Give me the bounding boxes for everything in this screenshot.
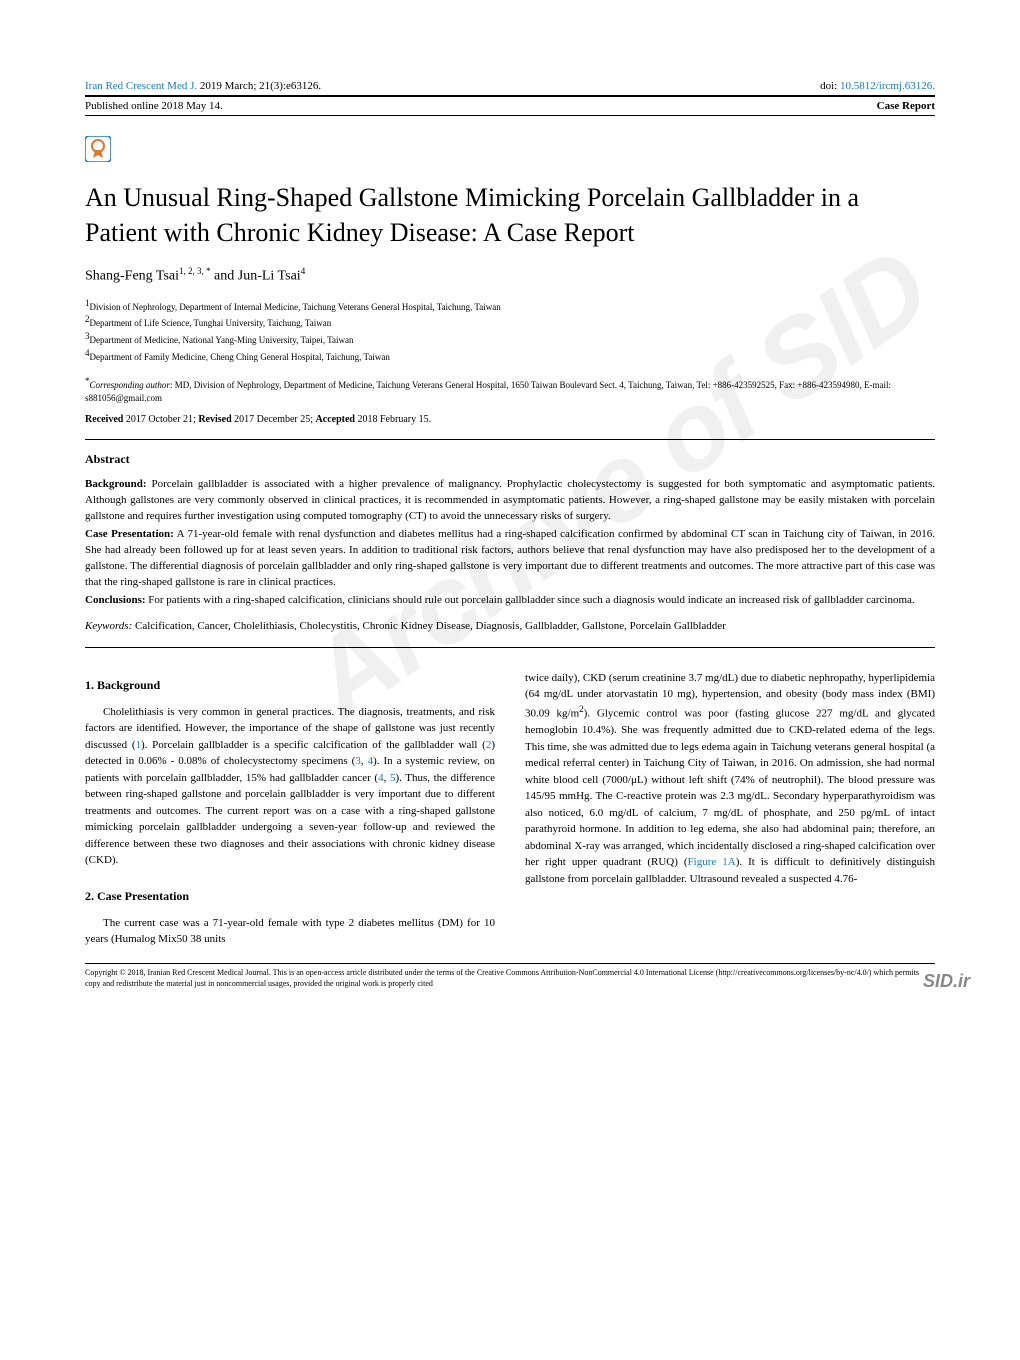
abstract-section: Abstract Background: Porcelain gallbladd…	[85, 439, 935, 647]
abstract-body: Background: Porcelain gallbladder is ass…	[85, 477, 935, 634]
background-paragraph: Cholelithiasis is very common in general…	[85, 704, 495, 869]
affiliation-3: 3Department of Medicine, National Yang-M…	[85, 330, 935, 347]
corresponding-author: *Corresponding author: MD, Division of N…	[85, 375, 935, 404]
abstract-heading: Abstract	[85, 452, 935, 467]
page-container: Iran Red Crescent Med J. 2019 March; 21(…	[0, 0, 1020, 1008]
abstract-background: Background: Porcelain gallbladder is ass…	[85, 477, 935, 525]
article-title: An Unusual Ring-Shaped Gallstone Mimicki…	[85, 180, 935, 250]
case-heading: 2. Case Presentation	[85, 887, 495, 905]
author-2-sup: 4	[301, 266, 306, 276]
revised-label: Revised	[198, 414, 231, 425]
background-heading: 1. Background	[85, 676, 495, 694]
body-columns: 1. Background Cholelithiasis is very com…	[85, 670, 935, 948]
journal-issue: Iran Red Crescent Med J. 2019 March; 21(…	[85, 80, 321, 92]
doi-label: doi:	[820, 80, 840, 92]
author-1: Shang-Feng Tsai	[85, 269, 179, 284]
revised-date: 2017 December 25;	[232, 414, 316, 425]
received-date: 2017 October 21;	[123, 414, 198, 425]
copyright-footer: Copyright © 2018, Iranian Red Crescent M…	[85, 963, 935, 990]
accepted-label: Accepted	[316, 414, 355, 425]
corresponding-text: : MD, Division of Nephrology, Department…	[85, 380, 891, 403]
published-date: Published online 2018 May 14.	[85, 100, 223, 112]
affiliation-2: 2Department of Life Science, Tunghai Uni…	[85, 313, 935, 330]
author-1-sup: 1, 2, 3, *	[179, 266, 211, 276]
affiliations: 1Division of Nephrology, Department of I…	[85, 297, 935, 363]
doi-link[interactable]: 10.5812/ircmj.63126.	[840, 80, 935, 92]
case-paragraph-2: twice daily), CKD (serum creatinine 3.7 …	[525, 670, 935, 887]
doi-container: doi: 10.5812/ircmj.63126.	[820, 80, 935, 92]
author-and: and Jun-Li Tsai	[211, 269, 301, 284]
corresponding-label: Corresponding author	[90, 380, 170, 390]
sid-watermark: SID.ir	[923, 971, 970, 992]
keywords: Keywords: Calcification, Cancer, Choleli…	[85, 619, 935, 635]
figure-1a-link[interactable]: Figure 1A	[688, 856, 736, 868]
issue-text: 2019 March; 21(3):e63126.	[200, 80, 321, 92]
column-left: 1. Background Cholelithiasis is very com…	[85, 670, 495, 948]
journal-name-link[interactable]: Iran Red Crescent Med J.	[85, 80, 197, 92]
column-right: twice daily), CKD (serum creatinine 3.7 …	[525, 670, 935, 948]
article-dates: Received 2017 October 21; Revised 2017 D…	[85, 414, 935, 425]
abstract-case: Case Presentation: A 71-year-old female …	[85, 527, 935, 591]
abstract-conclusions: Conclusions: For patients with a ring-sh…	[85, 593, 935, 609]
header-bar: Iran Red Crescent Med J. 2019 March; 21(…	[85, 80, 935, 97]
publication-bar: Published online 2018 May 14. Case Repor…	[85, 100, 935, 116]
received-label: Received	[85, 414, 123, 425]
ribbon-icon	[85, 136, 111, 162]
accepted-date: 2018 February 15.	[355, 414, 431, 425]
affiliation-1: 1Division of Nephrology, Department of I…	[85, 297, 935, 314]
article-type: Case Report	[877, 100, 935, 112]
case-paragraph-1: The current case was a 71-year-old femal…	[85, 915, 495, 948]
authors: Shang-Feng Tsai1, 2, 3, * and Jun-Li Tsa…	[85, 266, 935, 285]
affiliation-4: 4Department of Family Medicine, Cheng Ch…	[85, 347, 935, 364]
